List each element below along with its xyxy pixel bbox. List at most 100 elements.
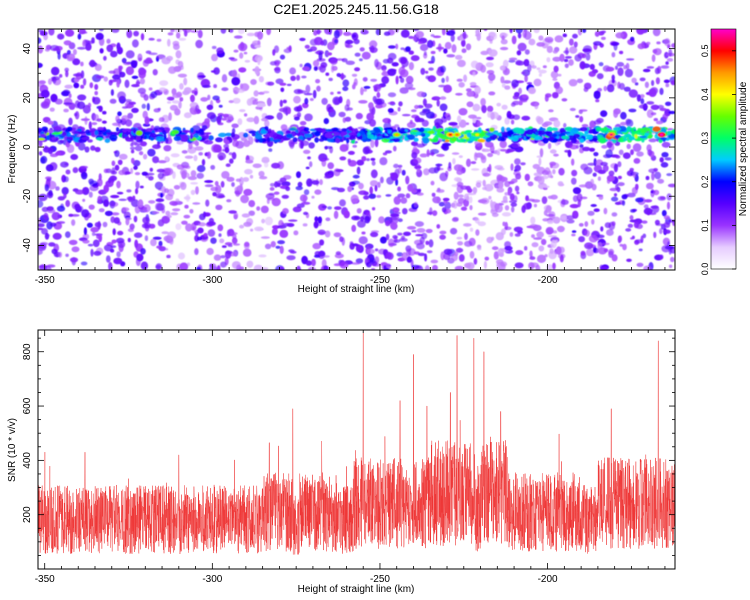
spectrogram-band-cell xyxy=(288,127,297,131)
spectrogram-cell xyxy=(154,181,164,190)
spectrogram-cell xyxy=(303,149,311,154)
spectrogram-band-cell xyxy=(38,128,43,133)
spectrogram-cell xyxy=(164,167,174,176)
spectrogram-cell xyxy=(663,222,671,228)
spectrogram-cell xyxy=(257,57,261,66)
spectrogram-band-cell xyxy=(573,133,581,139)
spectrogram-cell xyxy=(569,144,578,150)
spectrogram-band-cell xyxy=(588,129,593,134)
spectrogram-cell xyxy=(614,201,622,205)
spectrogram-cell xyxy=(109,200,116,207)
spectrogram-cell xyxy=(425,111,435,119)
spectrogram-cell xyxy=(533,203,538,208)
spectrogram-cell xyxy=(167,101,172,104)
spectrogram-cell xyxy=(84,146,90,153)
spectrogram-cell xyxy=(68,213,74,217)
spectrogram-cell xyxy=(297,89,302,94)
spectrogram-cell xyxy=(193,154,198,162)
spectrogram-cell xyxy=(488,49,498,57)
spectrogram-cell xyxy=(663,79,670,84)
spectrogram-cell xyxy=(140,261,149,270)
spectrogram-cell xyxy=(252,163,262,169)
spectrogram-cell xyxy=(334,206,342,211)
spectrogram-cell xyxy=(405,193,411,199)
spectrogram-cell xyxy=(638,104,648,109)
spectrogram-cell xyxy=(110,50,118,58)
spectrogram-cell xyxy=(451,217,459,222)
spectrogram-band-cell xyxy=(132,128,137,134)
spectrogram-cell xyxy=(90,145,96,151)
spectrogram-cell xyxy=(441,29,446,36)
spectrogram-band-cell xyxy=(634,134,638,139)
spectrogram-cell xyxy=(434,118,444,126)
spectrogram-cell xyxy=(51,66,60,76)
spectrogram-cell xyxy=(347,185,353,193)
spectrogram-cell xyxy=(661,152,669,158)
spectrogram-cell xyxy=(261,218,265,224)
spectrogram-cell xyxy=(190,170,197,178)
spectrogram-cell xyxy=(92,239,100,248)
spectrogram-cell xyxy=(183,214,191,219)
spectrogram-cell xyxy=(529,250,533,258)
spectrogram-cell xyxy=(385,194,392,197)
spectrogram-cell xyxy=(232,97,241,104)
spectrogram-cell xyxy=(458,119,467,128)
spectrogram-x-ticks: -350 -300 -250 -200 xyxy=(35,29,666,286)
spectrogram-cell xyxy=(119,153,128,160)
spectrogram-cell xyxy=(118,169,126,176)
spectrogram-cell xyxy=(659,254,664,260)
spectrogram-cell xyxy=(660,162,669,168)
spectrogram-band-cell xyxy=(337,136,343,140)
spectrogram-cell xyxy=(404,82,414,89)
spectrogram-cell xyxy=(653,231,657,239)
spectrogram-cell xyxy=(57,33,65,40)
spectrogram-cell xyxy=(524,49,530,55)
spectrogram-band-cell xyxy=(477,138,486,143)
spectrogram-cell xyxy=(324,145,328,150)
spectrogram-cell xyxy=(477,199,488,204)
spectrogram-cell xyxy=(152,156,160,164)
spectrogram-band-cell xyxy=(348,126,353,132)
spectrogram-cell xyxy=(264,243,272,250)
spectrogram-cell xyxy=(615,32,625,39)
spectrogram-cell xyxy=(606,229,614,236)
spectrogram-band-cell xyxy=(407,134,416,140)
colorbar: 0.00.10.20.30.40.5 Normalized spectral a… xyxy=(700,28,749,275)
spectrogram-cell xyxy=(64,162,69,166)
spectrogram-cell xyxy=(355,244,362,253)
spectrogram-cell xyxy=(142,204,151,213)
spectrogram-cell xyxy=(485,62,494,68)
spectrogram-cell xyxy=(415,164,421,171)
spectrogram-cell xyxy=(96,118,103,122)
spectrogram-cell xyxy=(335,251,342,256)
spectrogram-cell xyxy=(113,68,121,77)
spectrogram-cell xyxy=(375,104,383,109)
spectrogram-cell xyxy=(536,231,544,238)
spectrogram-cell xyxy=(243,221,252,227)
spectrogram-cell xyxy=(159,87,167,93)
spectrogram-cell xyxy=(55,151,62,156)
spectrogram-cell xyxy=(387,92,397,98)
spectrogram-cell xyxy=(175,198,180,203)
spectrogram-cell xyxy=(164,156,169,162)
spectrogram-cell xyxy=(338,111,346,118)
spectrogram-cell xyxy=(650,104,660,111)
spectrogram-cell xyxy=(167,188,175,197)
spectrogram-cell xyxy=(375,29,381,36)
spectrogram-cell xyxy=(477,212,487,216)
y-tick-label: 400 xyxy=(22,452,33,469)
spectrogram-band-cell xyxy=(415,131,422,136)
spectrogram-cell xyxy=(518,100,528,103)
spectrogram-cell xyxy=(661,210,667,217)
spectrogram-cell xyxy=(541,196,548,205)
spectrogram-band-cell xyxy=(616,130,623,135)
spectrogram-band-cell xyxy=(409,131,417,135)
spectrogram-cell xyxy=(268,192,276,196)
spectrogram-cell xyxy=(90,248,94,257)
spectrogram-cell xyxy=(354,67,361,72)
spectrogram-cell xyxy=(133,30,140,37)
spectrogram-cell xyxy=(642,68,651,73)
spectrogram-cell xyxy=(527,64,532,72)
spectrogram-cell xyxy=(97,195,103,204)
